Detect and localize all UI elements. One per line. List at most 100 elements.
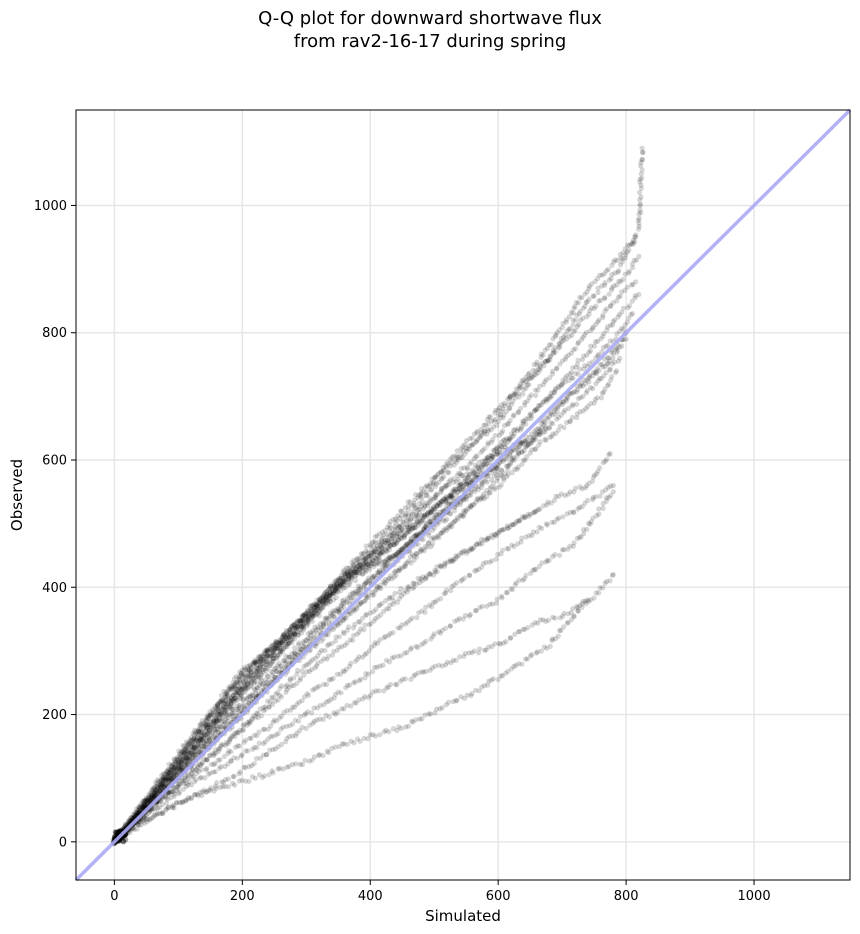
data-point [245,748,251,754]
data-point [519,378,525,384]
data-point [246,678,252,684]
data-point [394,682,400,688]
data-point [500,527,506,533]
data-point [478,426,484,432]
data-point [203,789,209,795]
data-point [212,719,218,725]
data-point [587,348,594,354]
data-point [617,251,624,257]
data-point [300,618,306,624]
data-point [543,358,549,365]
data-point [166,771,172,778]
data-point [337,582,344,589]
data-point [418,490,424,496]
data-point [636,220,642,226]
data-point [201,731,207,737]
data-point [639,167,645,173]
data-point [354,563,361,570]
data-point [589,281,595,287]
data-point [639,157,646,163]
data-point [159,780,165,787]
data-point [411,500,417,507]
data-point [318,606,324,612]
data-point [221,707,228,713]
data-point [358,586,364,592]
data-point [237,684,243,690]
data-point [526,381,532,387]
data-point [371,548,377,554]
data-point [354,557,360,563]
data-point [330,675,336,682]
data-point [481,428,487,434]
data-point [526,370,532,376]
data-point [539,525,545,532]
data-point [360,562,366,568]
data-point [207,727,213,733]
data-point [637,179,643,185]
data-point [506,405,512,411]
data-point [462,451,468,457]
data-point [150,794,156,800]
data-point [204,726,210,732]
data-point [362,598,368,604]
data-point [533,392,539,399]
y-axis-label: Observed [8,459,26,531]
data-point [376,688,382,694]
data-point [545,358,551,364]
data-point [403,510,409,517]
data-point [573,317,579,323]
data-point [494,422,500,428]
data-point [507,393,514,399]
data-point [283,636,289,642]
data-point [284,641,291,647]
data-point [333,587,339,593]
data-point [259,661,266,667]
data-point [552,615,558,621]
data-point [334,588,340,594]
data-point [632,234,638,240]
data-point [459,454,465,460]
data-point [516,394,522,400]
data-point [240,685,246,691]
data-point [396,523,402,529]
data-point [358,562,364,568]
data-point [350,637,356,643]
data-point [569,332,575,338]
data-point [455,454,461,460]
data-point [278,648,284,654]
data-point [387,526,393,532]
data-point [301,625,307,631]
data-point [172,765,178,771]
data-point [228,695,234,701]
data-point [482,422,489,428]
data-point [300,615,306,621]
data-point [263,654,269,660]
data-point [328,584,334,590]
data-point [345,569,351,575]
data-point [493,556,499,562]
data-point [454,459,460,465]
data-point [537,439,543,445]
data-point [270,770,276,776]
data-point [348,660,354,667]
data-point [572,303,578,310]
data-point [163,777,169,783]
data-point [478,430,485,436]
data-point [384,531,390,537]
x-tick-label: 400 [358,889,383,904]
data-point [326,596,332,602]
data-point [339,581,345,588]
data-point [309,710,315,716]
data-point [297,626,304,632]
data-point [441,467,447,473]
data-point [586,286,592,292]
data-point [630,241,637,247]
data-point [386,540,392,546]
data-point [157,784,163,790]
data-point [331,580,337,587]
data-point [363,557,369,563]
data-point [465,446,471,452]
data-point [584,497,591,503]
data-point [381,532,387,538]
data-point [602,282,608,288]
